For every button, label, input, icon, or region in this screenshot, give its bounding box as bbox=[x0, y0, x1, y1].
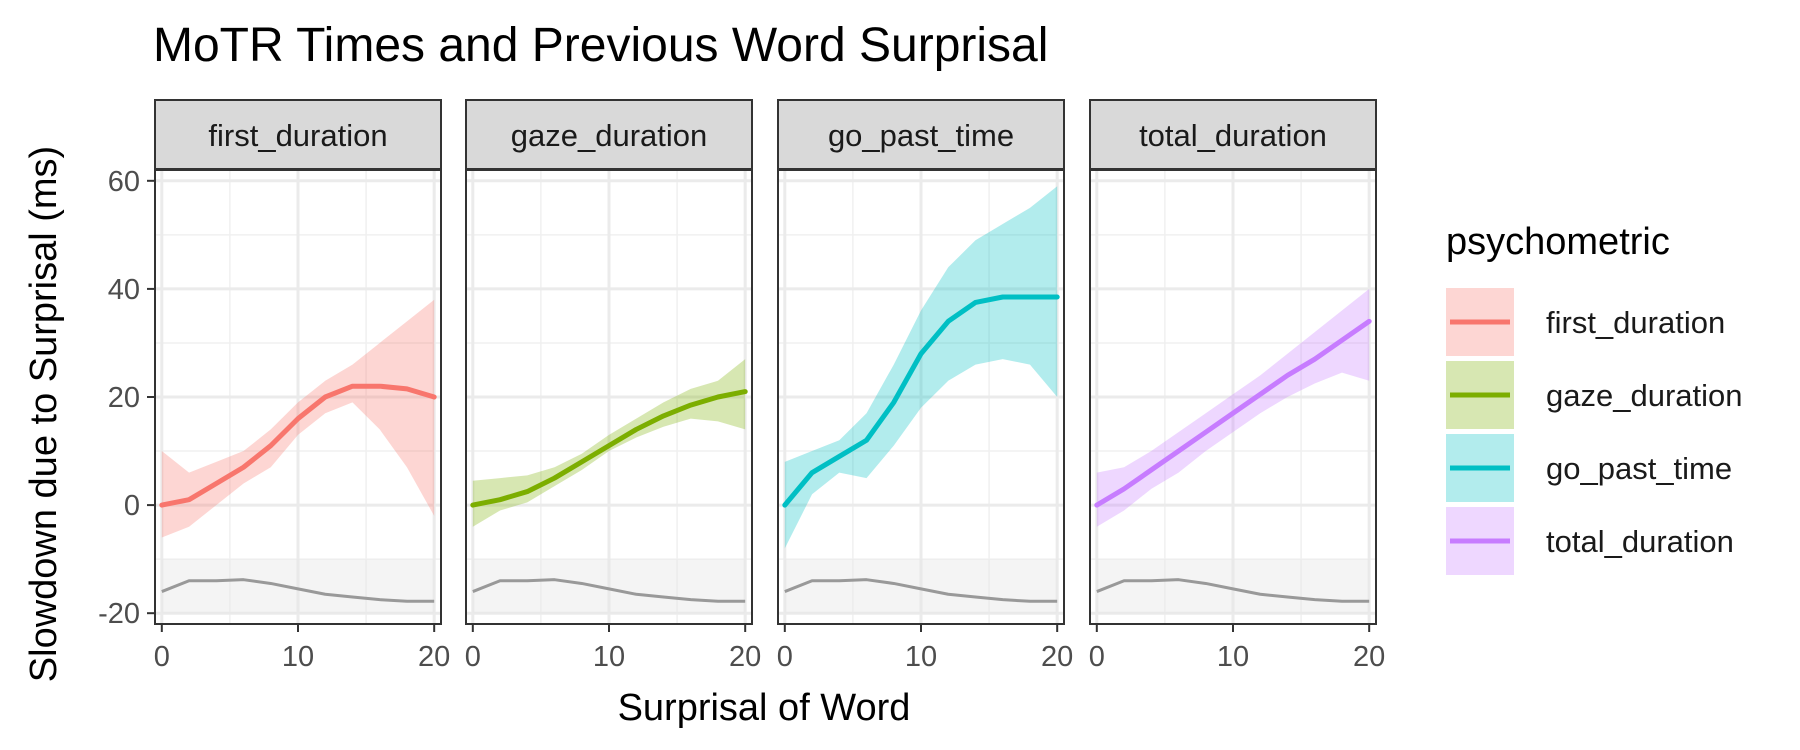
legend-item-total-duration: total_duration bbox=[1446, 507, 1734, 575]
facet-strip-label: go_past_time bbox=[828, 118, 1014, 153]
y-tick-label: 60 bbox=[108, 166, 140, 198]
legend-item-gaze-duration: gaze_duration bbox=[1446, 361, 1743, 429]
y-tick-label: 0 bbox=[124, 490, 140, 522]
x-tick-label: 20 bbox=[1041, 641, 1073, 673]
ci-band-total-duration bbox=[1096, 288, 1370, 527]
facet-strip bbox=[154, 99, 442, 170]
series-line-first-duration bbox=[159, 383, 437, 508]
x-tick-label: 0 bbox=[154, 641, 170, 673]
chart-title: MoTR Times and Previous Word Surprisal bbox=[153, 19, 1048, 72]
facet-strip-label: gaze_duration bbox=[511, 118, 708, 153]
x-tick-label: 10 bbox=[905, 641, 937, 673]
facet-strip bbox=[1089, 99, 1377, 170]
x-tick-label: 20 bbox=[1353, 641, 1385, 673]
legend-item-first-duration: first_duration bbox=[1446, 288, 1725, 356]
x-tick-label: 0 bbox=[1089, 641, 1105, 673]
ci-band-go-past-time bbox=[784, 186, 1058, 549]
x-tick-label: 0 bbox=[777, 641, 793, 673]
background-line bbox=[1096, 578, 1370, 603]
background-band bbox=[472, 559, 746, 614]
background-line bbox=[472, 578, 746, 603]
background-line bbox=[784, 578, 1058, 603]
x-tick-label: 10 bbox=[593, 641, 625, 673]
facet-first-duration: first_duration 0 10 20 bbox=[154, 99, 450, 673]
x-axis-title: Surprisal of Word bbox=[618, 687, 911, 729]
series-line-go-past-time bbox=[782, 294, 1060, 508]
x-tick-label: 0 bbox=[465, 641, 481, 673]
background-line bbox=[161, 578, 435, 603]
legend-label: total_duration bbox=[1546, 524, 1734, 559]
y-axis-title: Slowdown due to Surprisal (ms) bbox=[23, 146, 65, 682]
series-line-total-duration bbox=[1094, 318, 1372, 508]
legend-label: gaze_duration bbox=[1546, 378, 1743, 413]
legend-title: psychometric bbox=[1446, 221, 1670, 263]
facet-strip-label: first_duration bbox=[208, 118, 387, 153]
facet-strip bbox=[777, 99, 1065, 170]
background-band bbox=[161, 559, 435, 614]
series-line-gaze-duration bbox=[470, 389, 748, 508]
legend-item-go-past-time: go_past_time bbox=[1446, 434, 1732, 502]
y-tick-label: -20 bbox=[98, 598, 140, 630]
x-tick-label: 10 bbox=[282, 641, 314, 673]
legend: psychometric first_duration gaze_duration… bbox=[1446, 221, 1743, 575]
background-band bbox=[1096, 559, 1370, 614]
background-band bbox=[784, 559, 1058, 614]
facet-strip-label: total_duration bbox=[1139, 118, 1327, 153]
y-tick-label: 40 bbox=[108, 274, 140, 306]
facet-gaze-duration: gaze_duration 0 10 20 bbox=[465, 99, 761, 673]
facet-total-duration: total_duration 0 10 20 bbox=[1089, 99, 1385, 673]
legend-label: go_past_time bbox=[1546, 451, 1732, 486]
legend-label: first_duration bbox=[1546, 305, 1725, 340]
x-tick-label: 10 bbox=[1217, 641, 1249, 673]
facet-go-past-time: go_past_time 0 10 20 bbox=[777, 99, 1073, 673]
x-tick-label: 20 bbox=[418, 641, 450, 673]
y-tick-label: 20 bbox=[108, 382, 140, 414]
x-tick-label: 20 bbox=[729, 641, 761, 673]
